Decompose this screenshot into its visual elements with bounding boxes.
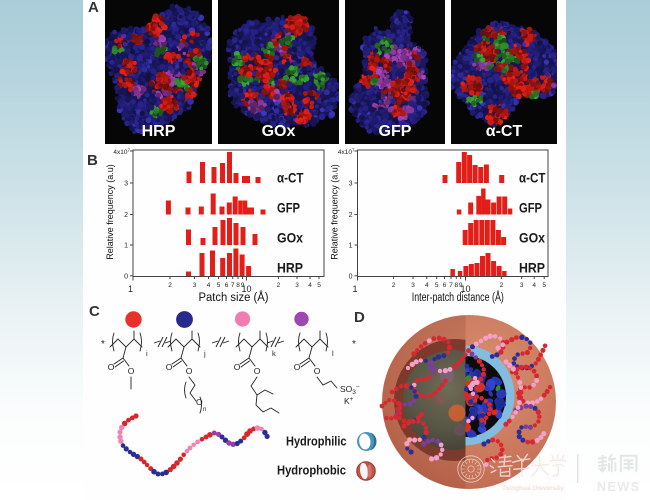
svg-text:C: C [89,303,100,320]
svg-text:HRP: HRP [142,123,176,140]
svg-text:4: 4 [425,282,429,289]
svg-text:O: O [234,362,241,372]
svg-text:3: 3 [193,282,197,289]
svg-text:0: 0 [349,273,353,280]
svg-text:4: 4 [532,282,536,289]
svg-text:3: 3 [349,181,353,188]
svg-text:1: 1 [349,243,353,250]
svg-text:j: j [203,349,206,358]
svg-text:GOx: GOx [277,230,303,246]
svg-text:5: 5 [542,282,546,289]
svg-text:O: O [254,366,261,376]
svg-text:l: l [332,349,334,358]
svg-text:Inter-patch distance (Å): Inter-patch distance (Å) [412,291,504,304]
svg-text:3: 3 [520,282,524,289]
svg-text:1: 1 [352,284,357,294]
svg-text:GOx: GOx [519,230,545,246]
svg-text:i: i [146,349,148,358]
svg-text:HRP: HRP [519,260,545,276]
svg-text:9: 9 [241,282,245,289]
svg-text:O: O [294,362,301,372]
svg-text:4x107: 4x107 [338,148,355,157]
svg-text:1: 1 [128,284,133,294]
svg-text:k: k [272,349,276,358]
svg-text:6: 6 [443,282,447,289]
svg-text:GOx: GOx [262,123,296,140]
svg-text:SO3−: SO3− [340,384,360,396]
svg-text:*: * [352,339,356,350]
svg-text:2: 2 [500,282,504,289]
svg-text:4: 4 [308,282,312,289]
svg-text:5: 5 [435,282,439,289]
svg-text:K+: K+ [344,396,354,406]
svg-text:3: 3 [124,181,128,188]
svg-text:GFP: GFP [519,200,542,216]
svg-text:5: 5 [317,282,321,289]
svg-text:n: n [203,407,206,413]
svg-text:2: 2 [349,212,353,219]
svg-text:O: O [128,366,135,376]
svg-text:Relative frequency (a.u): Relative frequency (a.u) [105,164,115,260]
svg-text:1: 1 [124,243,128,250]
svg-text:Hydrophilic: Hydrophilic [286,435,347,449]
svg-text:8: 8 [454,282,458,289]
svg-text:5: 5 [217,282,221,289]
svg-text:10: 10 [460,284,470,294]
svg-text:Hydrophobic: Hydrophobic [277,464,346,478]
svg-text:O: O [196,397,203,407]
svg-text:α-CT: α-CT [519,170,546,186]
svg-text:7: 7 [449,282,453,289]
svg-text:8: 8 [236,282,240,289]
svg-text:4: 4 [207,282,211,289]
svg-text:D: D [354,309,365,326]
svg-text:10: 10 [241,284,251,294]
svg-text:GFP: GFP [277,200,300,216]
svg-text:Relative frequency (a.u): Relative frequency (a.u) [330,164,340,260]
svg-text:GFP: GFP [379,123,412,140]
svg-text:2: 2 [392,282,396,289]
svg-text:NEWS: NEWS [597,480,641,494]
svg-text:HRP: HRP [277,260,303,276]
svg-text:7: 7 [231,282,235,289]
svg-text:Patch size (Å): Patch size (Å) [199,291,269,304]
svg-text:2: 2 [124,212,128,219]
svg-text:0: 0 [124,273,128,280]
svg-text:O: O [314,366,321,376]
svg-text:*: * [101,339,105,350]
svg-text:6: 6 [225,282,229,289]
svg-text:2: 2 [168,282,172,289]
svg-text:3: 3 [411,282,415,289]
svg-text:α-CT: α-CT [486,123,523,140]
svg-text:O: O [166,362,173,372]
svg-text:3: 3 [295,282,299,289]
svg-text:9: 9 [459,282,463,289]
svg-text:B: B [87,152,98,169]
svg-text:2: 2 [277,282,281,289]
svg-text:Tsinghua University: Tsinghua University [502,485,564,492]
svg-text:4x107: 4x107 [113,148,130,157]
svg-text:A: A [88,0,99,16]
svg-text:O: O [108,362,115,372]
svg-text:O: O [186,366,193,376]
svg-text:α-CT: α-CT [277,170,304,186]
